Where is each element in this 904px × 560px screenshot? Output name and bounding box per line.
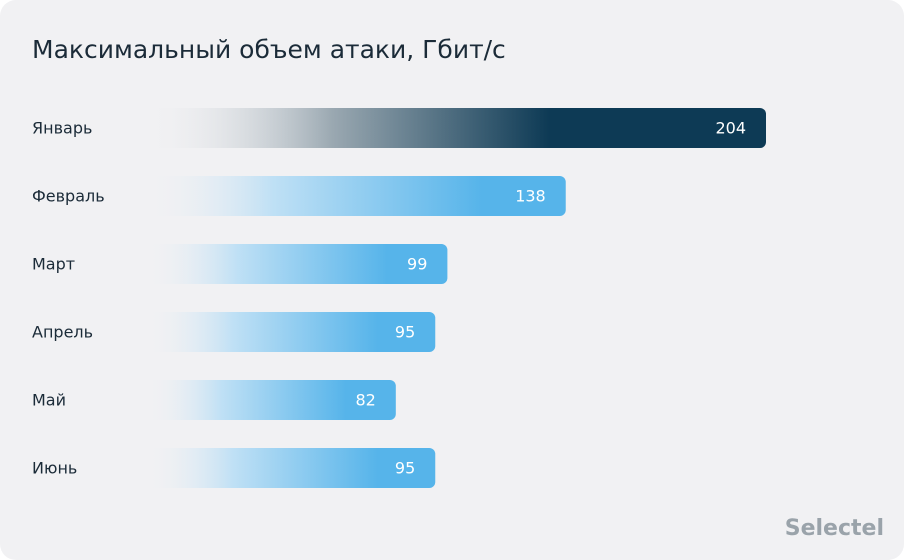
category-label: Март xyxy=(32,255,75,274)
category-label: Январь xyxy=(32,119,92,138)
bar xyxy=(147,108,766,148)
category-label: Май xyxy=(32,391,66,410)
value-label: 82 xyxy=(355,391,375,410)
value-label: 138 xyxy=(515,187,546,206)
bar xyxy=(147,312,436,352)
value-label: 95 xyxy=(395,459,415,478)
chart-title: Максимальный объем атаки, Гбит/с xyxy=(32,35,506,64)
value-label: 95 xyxy=(395,323,415,342)
bar xyxy=(147,448,436,488)
bar xyxy=(147,244,448,284)
category-label: Апрель xyxy=(32,323,93,342)
bar xyxy=(147,176,566,216)
value-label: 204 xyxy=(715,119,746,138)
category-label: Февраль xyxy=(32,187,105,206)
value-label: 99 xyxy=(407,255,427,274)
category-label: Июнь xyxy=(32,459,77,478)
watermark: Selectel xyxy=(785,516,884,541)
bar xyxy=(147,380,396,420)
